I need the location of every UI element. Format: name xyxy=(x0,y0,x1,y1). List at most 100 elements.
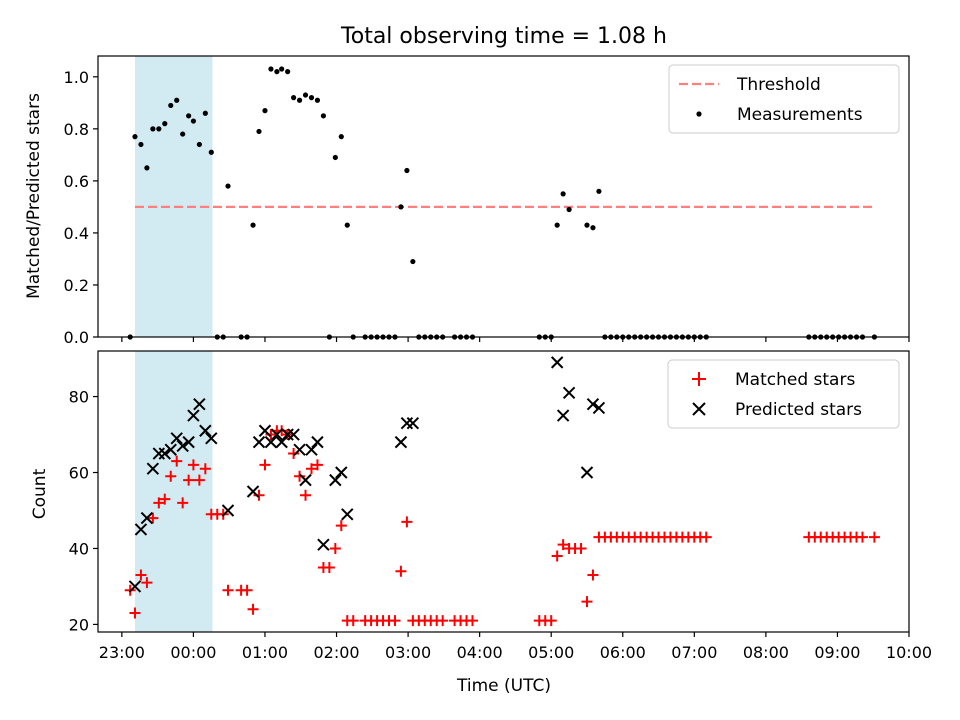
predicted-star-point xyxy=(299,473,312,487)
measurement-point xyxy=(398,204,404,210)
ratio-y-axis: 0.0 0.2 0.4 0.6 0.8 1.0 xyxy=(64,68,98,347)
count-marks xyxy=(124,356,880,627)
matched-star-point xyxy=(253,489,265,501)
ratio-panel: 0.0 0.2 0.4 0.6 0.8 1.0 Matched/Predicted sta… xyxy=(24,55,910,347)
predicted-star-point xyxy=(592,401,606,415)
legend-predicted-label: Predicted stars xyxy=(735,400,862,420)
legend-threshold-label: Threshold xyxy=(736,75,821,95)
matched-star-point xyxy=(241,584,253,596)
measurement-point xyxy=(290,95,297,101)
predicted-star-point xyxy=(164,443,177,456)
matched-star-point xyxy=(868,531,880,543)
y-tick-label: 0.8 xyxy=(64,120,89,139)
predicted-star-point xyxy=(170,432,183,445)
matched-star-point xyxy=(856,531,868,543)
legend-measurements-label: Measurements xyxy=(737,105,863,125)
matched-star-point xyxy=(305,463,317,475)
measurement-point xyxy=(196,141,202,148)
measurement-point xyxy=(156,126,162,132)
predicted-star-point xyxy=(193,397,206,411)
x-tick-label: 01:00 xyxy=(242,643,288,662)
measurement-point xyxy=(279,66,285,72)
predicted-star-point xyxy=(329,473,342,487)
predicted-star-point xyxy=(182,435,195,449)
measurement-point xyxy=(202,110,208,116)
measurement-point xyxy=(296,97,303,103)
measurement-point xyxy=(320,113,327,119)
predicted-star-point xyxy=(293,443,306,456)
predicted-star-point xyxy=(586,397,600,411)
matched-star-point xyxy=(165,470,177,482)
x-tick-label: 00:00 xyxy=(170,643,216,662)
predicted-star-point xyxy=(158,447,171,460)
matched-star-point xyxy=(153,497,165,509)
predicted-star-point xyxy=(317,538,330,551)
count-axes-frame xyxy=(97,350,910,633)
measurement-point xyxy=(144,165,150,171)
matched-star-point xyxy=(171,455,183,467)
matched-star-point xyxy=(347,615,359,627)
predicted-star-point xyxy=(205,432,218,445)
matched-star-point xyxy=(147,512,159,524)
predicted-star-point xyxy=(550,356,564,369)
predicted-star-point xyxy=(134,523,148,536)
measurement-point xyxy=(554,222,560,228)
predicted-star-point xyxy=(341,508,354,521)
matched-star-point xyxy=(193,474,205,486)
x-tick-label: 04:00 xyxy=(457,643,503,662)
matched-star-point xyxy=(159,493,171,505)
measurement-point xyxy=(285,69,291,75)
predicted-star-point xyxy=(580,466,594,479)
measurement-point xyxy=(308,95,315,101)
legend-matched-swatch xyxy=(692,372,706,386)
y-tick-label: 20 xyxy=(69,615,89,634)
y-tick-label: 60 xyxy=(69,464,89,483)
matched-star-point xyxy=(222,584,234,596)
count-legend: Matched stars Predicted stars xyxy=(667,359,900,429)
measurement-point xyxy=(180,131,186,137)
measurement-point xyxy=(256,128,262,135)
ratio-axes-frame xyxy=(97,55,910,338)
legend-matched-label: Matched stars xyxy=(735,370,855,390)
measurement-point xyxy=(225,183,231,189)
predicted-star-point xyxy=(264,435,278,449)
predicted-star-point xyxy=(335,466,348,479)
matched-star-point xyxy=(466,615,478,627)
measurement-point xyxy=(132,134,138,140)
x-tick-label: 05:00 xyxy=(528,643,574,662)
x-tick-label: 23:00 xyxy=(99,643,145,662)
predicted-star-point xyxy=(176,439,189,453)
measurement-point xyxy=(584,222,590,228)
x-tick-label: 10:00 xyxy=(886,643,932,662)
x-tick-label: 06:00 xyxy=(600,643,646,662)
y-tick-label: 40 xyxy=(69,539,89,558)
y-tick-label: 80 xyxy=(69,388,89,407)
measurement-point xyxy=(314,97,321,103)
matched-star-point xyxy=(259,459,271,471)
predicted-star-point xyxy=(199,424,212,437)
measurement-point xyxy=(162,121,168,127)
measurement-point xyxy=(404,167,410,174)
predicted-star-point xyxy=(270,428,284,441)
measurement-point xyxy=(262,108,268,114)
predicted-star-point xyxy=(305,443,318,456)
matched-star-point xyxy=(575,542,587,554)
predicted-star-point xyxy=(128,580,142,593)
y-tick-label: 0.4 xyxy=(64,224,89,243)
ratio-ylabel: Matched/Predicted stars xyxy=(24,93,44,299)
matched-star-point xyxy=(700,531,712,543)
matched-star-point xyxy=(187,459,199,471)
count-panel: 20 40 60 80 23:00 00:00 01:00 02:00 03:00 04:00 0… xyxy=(30,350,932,662)
y-tick-label: 0.0 xyxy=(64,328,89,347)
measurement-point xyxy=(332,154,338,161)
matched-star-point xyxy=(335,520,347,532)
matched-star-point xyxy=(551,550,563,562)
matched-star-point xyxy=(288,448,300,460)
x-tick-label: 03:00 xyxy=(385,643,431,662)
predicted-star-point xyxy=(400,416,414,430)
predicted-star-point xyxy=(187,409,200,422)
matched-star-point xyxy=(395,565,407,577)
count-x-axis: 23:00 00:00 01:00 02:00 03:00 04:00 05:00 06:00… xyxy=(99,632,932,662)
matched-star-point xyxy=(389,615,401,627)
measurement-point xyxy=(268,66,274,72)
